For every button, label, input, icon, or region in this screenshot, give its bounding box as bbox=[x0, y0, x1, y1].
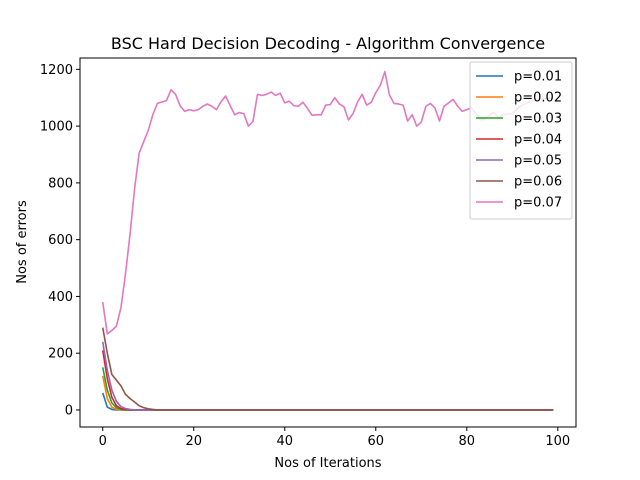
legend: p=0.01 p=0.02 p=0.03 p=0.04 p=0.05 p=0.06 p=0.… bbox=[469, 61, 573, 220]
series-line-p-0-02 bbox=[101, 375, 554, 411]
legend-box bbox=[469, 61, 573, 220]
series-line-p-0-03 bbox=[101, 367, 554, 411]
legend-entry: p=0.06 bbox=[514, 175, 562, 190]
x-tick-label: 20 bbox=[185, 434, 202, 449]
y-axis-ticks: 0 200 400 600 800 1000 1200 bbox=[40, 63, 80, 418]
y-tick-label: 200 bbox=[48, 347, 73, 362]
y-tick-label: 1200 bbox=[40, 63, 73, 78]
y-axis-label: Nos of errors bbox=[15, 200, 30, 284]
x-axis-ticks: 0 20 40 60 80 100 bbox=[99, 427, 570, 449]
y-tick-label: 800 bbox=[48, 176, 73, 191]
x-tick-label: 0 bbox=[99, 434, 107, 449]
series-line-p-0-04 bbox=[101, 350, 554, 411]
x-tick-label: 100 bbox=[545, 434, 570, 449]
legend-entry: p=0.03 bbox=[514, 112, 562, 127]
y-tick-label: 1000 bbox=[40, 120, 73, 135]
legend-entry: p=0.07 bbox=[514, 196, 562, 211]
y-tick-label: 600 bbox=[48, 233, 73, 248]
x-axis-label: Nos of Iterations bbox=[274, 456, 381, 471]
x-tick-label: 60 bbox=[368, 434, 385, 449]
series-line-p-0-05 bbox=[101, 341, 554, 411]
legend-entry: p=0.05 bbox=[514, 154, 562, 169]
series-line-p-0-01 bbox=[101, 392, 554, 411]
x-tick-label: 80 bbox=[459, 434, 476, 449]
chart-title: BSC Hard Decision Decoding - Algorithm C… bbox=[111, 34, 545, 53]
series-line-p-0-06 bbox=[101, 327, 554, 411]
legend-entry: p=0.02 bbox=[514, 91, 562, 106]
y-tick-label: 400 bbox=[48, 290, 73, 305]
plot-area bbox=[101, 70, 554, 411]
legend-entry: p=0.04 bbox=[514, 133, 562, 148]
x-tick-label: 40 bbox=[276, 434, 293, 449]
axes-frame bbox=[79, 57, 577, 428]
y-tick-label: 0 bbox=[65, 403, 73, 418]
legend-entry: p=0.01 bbox=[514, 70, 562, 85]
